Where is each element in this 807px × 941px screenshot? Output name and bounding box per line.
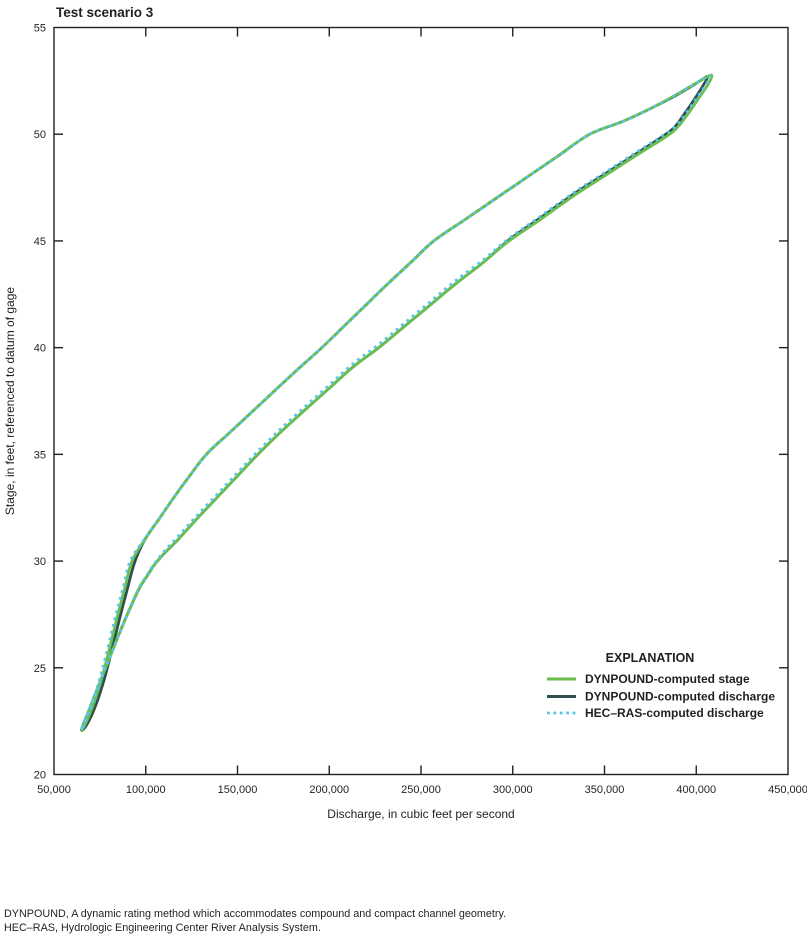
legend-label-dynpound-stage: DYNPOUND-computed stage — [585, 672, 750, 686]
legend-item-hecras-discharge: HEC–RAS-computed discharge — [547, 706, 764, 720]
footnote-line-2: HEC–RAS, Hydrologic Engineering Center R… — [4, 922, 321, 934]
x-tick-label: 350,000 — [585, 784, 625, 796]
x-tick-label: 200,000 — [309, 784, 349, 796]
series-dynpound-stage-line — [80, 73, 714, 732]
y-tick-label: 35 — [34, 449, 46, 461]
y-tick-label: 25 — [34, 663, 46, 675]
y-tick-label: 30 — [34, 556, 46, 568]
x-tick-label: 150,000 — [218, 784, 258, 796]
legend-item-dynpound-discharge: DYNPOUND-computed discharge — [547, 690, 775, 704]
y-axis-title: Stage, in feet, referenced to datum of g… — [3, 287, 17, 515]
y-tick-label: 20 — [34, 770, 46, 782]
y-tick-label: 45 — [34, 236, 46, 248]
y-tick-label: 40 — [34, 343, 46, 355]
legend-label-hecras-discharge: HEC–RAS-computed discharge — [585, 706, 764, 720]
x-axis-title: Discharge, in cubic feet per second — [327, 807, 514, 821]
x-tick-label: 50,000 — [37, 784, 71, 796]
x-tick-label: 250,000 — [401, 784, 441, 796]
legend-title: EXPLANATION — [606, 651, 695, 665]
legend: EXPLANATION DYNPOUND-computed stage DYNP… — [547, 651, 775, 720]
y-tick-label: 50 — [34, 129, 46, 141]
chart-title: Test scenario 3 — [56, 5, 154, 20]
x-tick-label: 300,000 — [493, 784, 533, 796]
y-tick-label: 55 — [34, 23, 46, 35]
x-tick-label: 450,000 — [768, 784, 807, 796]
legend-label-dynpound-discharge: DYNPOUND-computed discharge — [585, 690, 775, 704]
series-hecras-discharge-line — [79, 74, 712, 732]
x-tick-label: 400,000 — [676, 784, 716, 796]
footnote-line-1: DYNPOUND, A dynamic rating method which … — [4, 908, 506, 920]
legend-item-dynpound-stage: DYNPOUND-computed stage — [547, 672, 750, 686]
series-lines — [79, 73, 714, 732]
axis-tick-labels: 50,000 100,000 150,000 200,000 250,000 300,00… — [34, 23, 807, 797]
plot-border — [53, 26, 789, 776]
series-dynpound-discharge-line — [80, 75, 710, 732]
x-tick-label: 100,000 — [126, 784, 166, 796]
axis-ticks — [54, 27, 788, 775]
